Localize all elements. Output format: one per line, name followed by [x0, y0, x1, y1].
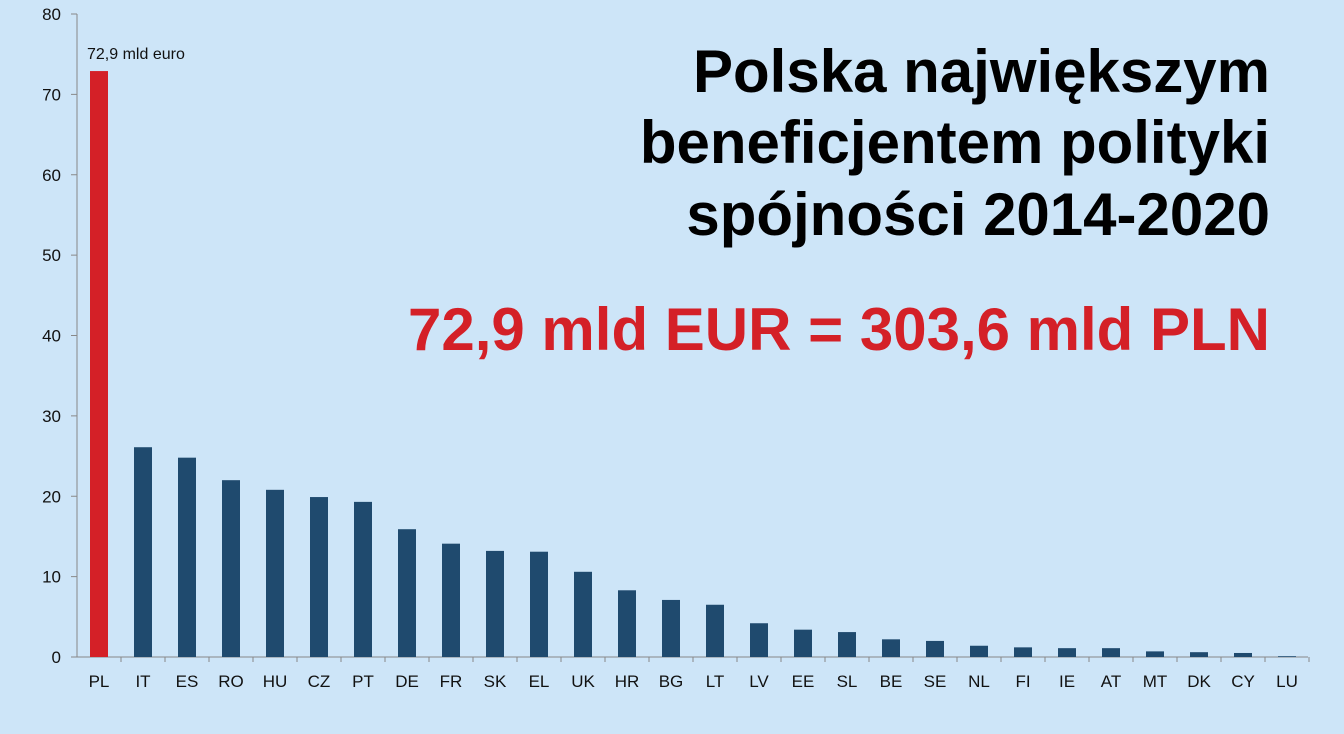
bar: [178, 457, 196, 657]
bar: [486, 550, 504, 657]
y-tick-label: 80: [42, 5, 61, 24]
x-tick-label: CZ: [308, 672, 331, 691]
x-tick-label: UK: [571, 672, 595, 691]
x-tick-label: LT: [706, 672, 725, 691]
bar: [398, 529, 416, 657]
y-tick-label: 60: [42, 166, 61, 185]
x-tick-label: NL: [968, 672, 990, 691]
bar: [1014, 647, 1032, 657]
bar: [574, 571, 592, 657]
x-tick-label: DE: [395, 672, 419, 691]
x-tick-label: SL: [837, 672, 858, 691]
x-tick-label: SK: [484, 672, 507, 691]
bar: [310, 497, 328, 657]
x-tick-label: PL: [89, 672, 110, 691]
y-tick-label: 50: [42, 246, 61, 265]
bar: [1278, 656, 1296, 657]
x-tick-label: CY: [1231, 672, 1255, 691]
bar: [706, 604, 724, 657]
bar: [926, 640, 944, 657]
y-tick-label: 20: [42, 487, 61, 506]
chart-title: spójności 2014-2020: [686, 181, 1270, 248]
x-tick-label: HU: [263, 672, 288, 691]
data-label: 72,9 mld euro: [87, 46, 185, 63]
bar: [266, 489, 284, 657]
bar: [838, 632, 856, 657]
x-tick-label: FR: [440, 672, 463, 691]
x-tick-label: EL: [529, 672, 550, 691]
chart-subtitle: 72,9 mld EUR = 303,6 mld PLN: [408, 296, 1270, 363]
bar: [750, 623, 768, 657]
bar: [1146, 651, 1164, 657]
bar: [442, 543, 460, 657]
chart-title: Polska największym: [693, 38, 1270, 105]
bar: [882, 639, 900, 657]
x-tick-label: LU: [1276, 672, 1298, 691]
x-tick-label: RO: [218, 672, 244, 691]
x-tick-label: SE: [924, 672, 947, 691]
bar: [1234, 652, 1252, 657]
chart-title: beneficjentem polityki: [640, 109, 1270, 176]
bar: [662, 599, 680, 657]
bar: [134, 447, 152, 657]
y-tick-label: 0: [52, 648, 61, 667]
bar: [1190, 652, 1208, 657]
x-tick-label: HR: [615, 672, 640, 691]
x-tick-label: MT: [1143, 672, 1168, 691]
bar: [1102, 648, 1120, 657]
x-tick-label: PT: [352, 672, 374, 691]
y-tick-label: 30: [42, 407, 61, 426]
y-tick-label: 40: [42, 327, 61, 346]
bar: [222, 480, 240, 657]
x-tick-label: FI: [1015, 672, 1030, 691]
y-tick-label: 10: [42, 568, 61, 587]
bar: [618, 590, 636, 657]
bar: [90, 71, 108, 657]
x-tick-label: BE: [880, 672, 903, 691]
x-tick-label: AT: [1101, 672, 1121, 691]
x-tick-label: EE: [792, 672, 815, 691]
x-tick-label: BG: [659, 672, 684, 691]
x-tick-label: IE: [1059, 672, 1075, 691]
x-tick-label: IT: [135, 672, 150, 691]
x-tick-label: ES: [176, 672, 199, 691]
x-tick-label: LV: [749, 672, 769, 691]
y-tick-label: 70: [42, 85, 61, 104]
bar: [794, 629, 812, 657]
bar: [1058, 648, 1076, 657]
bar: [970, 645, 988, 657]
bar: [530, 551, 548, 657]
x-tick-label: DK: [1187, 672, 1211, 691]
bar: [354, 501, 372, 657]
